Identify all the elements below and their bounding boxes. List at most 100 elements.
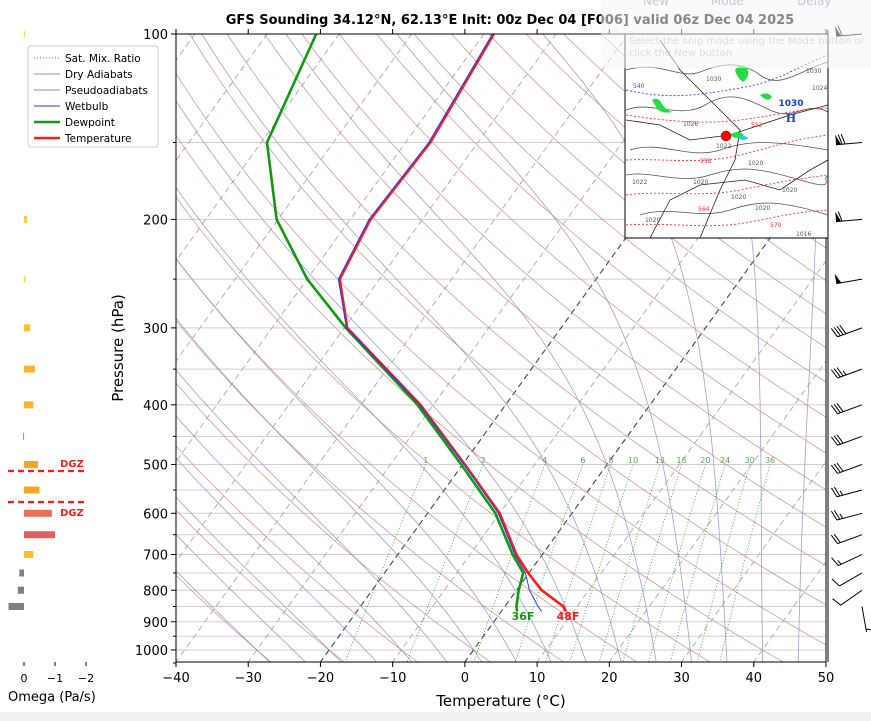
map-contour-label: 1030 [806, 68, 821, 75]
barb-full [833, 368, 841, 378]
pseudoadiabat-line [201, 34, 622, 662]
temperature-line [338, 34, 567, 613]
legend-label: Pseudoadiabats [65, 85, 148, 97]
isotherm-line [176, 34, 412, 362]
dgz-label-lower: DGZ [60, 508, 84, 519]
snip-hint: Select the snip mode using the Mode butt… [629, 36, 865, 59]
barb-shaft [837, 368, 863, 379]
mixing-ratio-label: 24 [720, 456, 730, 465]
barb-half [842, 370, 847, 376]
map-contour-label: 558 [700, 158, 712, 165]
omega-bar [17, 586, 24, 594]
omega-bar [24, 215, 28, 223]
dry-adiabat-line [376, 34, 826, 418]
mixing-ratio-line [514, 464, 584, 662]
barb-full [830, 328, 838, 338]
dry-adiabat-line [488, 34, 826, 315]
wind-barb [830, 325, 863, 338]
omega-bar [8, 602, 24, 610]
wind-barb [834, 273, 863, 285]
pseudoadiabat-line [176, 317, 483, 662]
pseudoadiabat-line [701, 34, 763, 662]
barb-full [831, 578, 840, 587]
wind-barb [831, 572, 863, 587]
barb-full [833, 510, 841, 520]
plot-frame [175, 33, 827, 663]
mixing-ratio-label: 8 [608, 456, 613, 465]
barb-shaft [861, 606, 868, 633]
mixing-ratio-line [545, 464, 612, 662]
dry-adiabat-line [176, 574, 272, 662]
dry-adiabat-line [264, 34, 826, 528]
mixing-ratio-label: 16 [677, 456, 687, 465]
mixing-ratio-line [473, 464, 546, 662]
wetbulb-line [337, 34, 543, 612]
x-tick-label: −40 [162, 671, 189, 686]
omega-tick-label: 0 [21, 672, 28, 685]
omega-axis-label: Omega (Pa/s) [8, 690, 96, 705]
map-contour-label: 1030 [706, 76, 721, 83]
pseudoadiabat-line [285, 34, 657, 662]
legend-label: Dry Adiabats [65, 69, 133, 81]
map-contour-label: 570 [770, 222, 782, 229]
barb-full [830, 436, 838, 446]
isotherm-line [176, 34, 268, 162]
snip-mode-button[interactable]: Mode [711, 0, 744, 8]
pseudoadiabat-line [176, 496, 342, 662]
omega-tick-label: −2 [78, 672, 94, 685]
dry-adiabat-line [301, 34, 826, 491]
wind-barb [835, 211, 863, 223]
y-axis-label: Pressure (hPa) [109, 294, 127, 402]
legend: Sat. Mix. Ratio Dry Adiabats Pseudoadiabat… [27, 45, 159, 148]
legend-label: Sat. Mix. Ratio [65, 53, 141, 65]
x-tick-label: −20 [307, 671, 334, 686]
dry-adiabat-line [176, 72, 826, 646]
map-contour-label: 564 [698, 206, 710, 213]
x-tick-label: 20 [601, 671, 618, 686]
dry-adiabat-line [176, 445, 419, 662]
barb-shaft [837, 327, 863, 338]
barb-pennant [835, 211, 842, 222]
dry-adiabat-line [226, 34, 826, 567]
dry-adiabat-line [176, 319, 565, 662]
pseudoadiabat-line [176, 99, 587, 662]
wind-barb [830, 510, 863, 521]
y-tick-label: 1000 [135, 644, 168, 659]
barb-full [833, 435, 841, 445]
x-tick-label: 30 [673, 671, 690, 686]
barb-shaft [837, 534, 863, 545]
dry-adiabat-line [176, 509, 345, 662]
isotherm-line [176, 34, 485, 463]
dry-adiabat-line [338, 34, 826, 454]
x-axis-label: Temperature (°C) [435, 692, 565, 710]
barb-full [836, 403, 844, 412]
barb-half [839, 513, 844, 519]
wind-barb [832, 589, 863, 606]
wind-barb [830, 533, 863, 545]
barb-full [837, 211, 843, 222]
mixing-ratio-label: 30 [745, 456, 755, 465]
y-tick-label: 300 [143, 322, 168, 337]
barb-full [837, 134, 843, 145]
inset-map: 540 1030 1026 1030 552 1020 1022 558 1020 1022 102… [624, 33, 829, 239]
snip-new-button[interactable]: New [643, 0, 670, 8]
y-tick-label: 100 [143, 28, 168, 43]
mixing-ratio-line [406, 464, 484, 662]
dry-adiabat-line [413, 34, 826, 383]
legend-label: Dewpoint [65, 117, 115, 129]
barb-shaft [837, 404, 863, 415]
omega-bar [24, 461, 38, 469]
barb-full [836, 367, 844, 377]
y-tick-label: 600 [143, 507, 168, 522]
mixing-ratio-label: 13 [655, 456, 665, 465]
dewpoint-line [265, 34, 525, 612]
map-contour-label: 1020 [755, 205, 770, 212]
barb-half [839, 490, 844, 496]
barb-full [833, 404, 841, 413]
snip-delay-button[interactable]: Delay [797, 0, 832, 8]
wind-barb [835, 134, 863, 146]
omega-bar [19, 569, 24, 577]
isotherm-line [825, 661, 826, 662]
wind-barb [830, 462, 863, 474]
mixing-ratio-line [648, 464, 706, 662]
